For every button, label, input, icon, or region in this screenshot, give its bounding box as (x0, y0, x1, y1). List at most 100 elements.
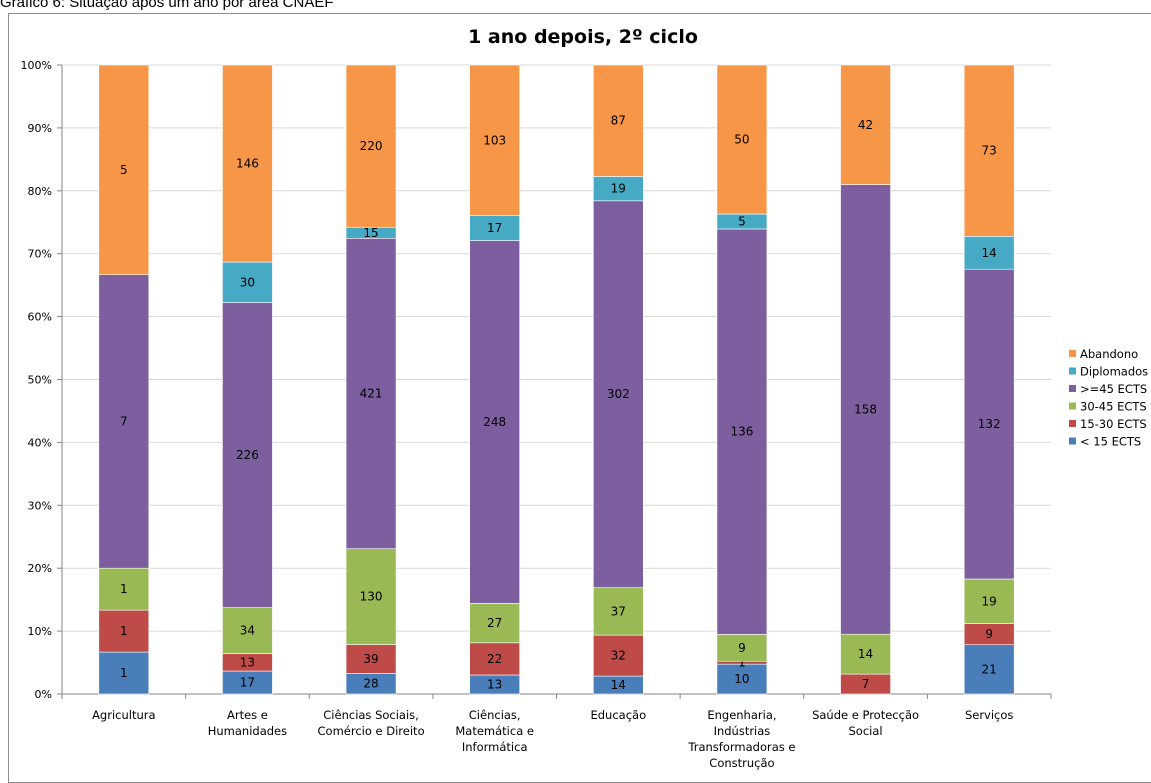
data-label: 39 (363, 652, 378, 666)
x-category-label: Ciências Sociais, Comércio e Direito (318, 708, 425, 738)
data-label: 19 (611, 182, 626, 196)
data-label: 19 (982, 594, 997, 608)
data-label: 7 (862, 677, 870, 691)
bar-segment (345, 548, 397, 645)
bar-segment (963, 236, 1015, 270)
data-label: 32 (611, 649, 626, 663)
data-label: 132 (978, 417, 1001, 431)
x-category-label: Engenharia, Indústrias Transformadoras e Co… (687, 708, 795, 770)
data-label: 1 (738, 656, 746, 670)
data-label: 7 (120, 414, 128, 428)
y-axis-tick-labels: 0% 10% 20% 30% 40% 50% 60% 70% 80% 90% 100% (21, 59, 52, 701)
legend-item: Diplomados (1069, 365, 1148, 379)
bar-segment (963, 268, 1015, 580)
legend: Abandono Diplomados >=45 ECTS 30-45 ECTS 15-… (1069, 347, 1148, 449)
y-tick-label: 50% (28, 374, 52, 387)
x-category-label: Ciências, Matemática e Informática (455, 708, 534, 754)
data-label: 14 (858, 647, 873, 661)
data-label: 73 (982, 144, 997, 158)
bar-segment (840, 184, 891, 635)
bar-segment (98, 609, 150, 653)
bar-segment (469, 64, 520, 216)
bar-segment (98, 274, 150, 569)
legend-label: 15-30 ECTS (1080, 417, 1147, 431)
data-label: 13 (487, 677, 502, 691)
figure-caption: Gráfico 6: Situação após um ano por área… (0, 0, 334, 11)
legend-label: Diplomados (1080, 365, 1148, 379)
legend-swatch (1069, 367, 1076, 375)
y-tick-label: 80% (28, 185, 52, 198)
data-label: 50 (734, 133, 749, 147)
data-label: 9 (738, 641, 746, 655)
bars: 1117517133422630146283913042115220132227… (98, 64, 1015, 695)
data-label: 146 (236, 157, 259, 171)
x-category-label: Agricultura (92, 708, 155, 722)
bar-segment (98, 567, 150, 611)
bar-segment (840, 633, 891, 675)
gridlines (57, 64, 1052, 699)
bar-segment (345, 237, 397, 550)
bar-segment (593, 200, 644, 588)
data-label: 17 (240, 676, 255, 690)
data-label: 14 (611, 678, 626, 692)
data-label: 421 (360, 387, 383, 401)
x-axis-category-labels: Agricultura Artes e Humanidades Ciências So… (92, 708, 1013, 770)
legend-item: Abandono (1069, 347, 1138, 361)
bar-segment (345, 64, 397, 228)
data-label: 13 (240, 655, 255, 669)
bar-segment (469, 603, 520, 644)
bar-segment (222, 261, 273, 303)
data-label: 42 (858, 118, 873, 132)
y-tick-label: 70% (28, 248, 52, 261)
bar-segment (222, 607, 273, 654)
bar-segment (593, 64, 644, 177)
bar-segment (222, 64, 273, 263)
data-label: 9 (985, 627, 993, 641)
legend-swatch (1069, 420, 1076, 427)
data-label: 27 (487, 616, 502, 630)
x-category-label: Serviços (965, 708, 1013, 722)
data-label: 87 (611, 114, 626, 128)
data-label: 28 (363, 677, 378, 691)
chart-title: 1 ano depois, 2º ciclo (468, 26, 698, 48)
bar-segment (963, 64, 1015, 237)
data-label: 248 (483, 415, 506, 429)
legend-label: >=45 ECTS (1080, 382, 1147, 396)
data-label: 103 (483, 133, 506, 147)
data-label: 10 (734, 672, 749, 686)
legend-item: 15-30 ECTS (1069, 417, 1147, 431)
y-tick-label: 0% (35, 688, 52, 701)
data-label: 5 (120, 163, 128, 177)
legend-swatch (1069, 350, 1076, 357)
y-tick-label: 20% (28, 562, 52, 575)
legend-item: < 15 ECTS (1069, 435, 1141, 449)
data-label: 220 (360, 139, 383, 153)
data-label: 14 (982, 246, 997, 260)
y-tick-label: 90% (28, 122, 52, 135)
bar-segment (716, 663, 768, 695)
y-tick-label: 30% (28, 499, 52, 512)
data-label: 15 (363, 226, 378, 240)
bar-segment (963, 578, 1015, 624)
legend-swatch (1069, 402, 1076, 410)
legend-swatch (1069, 385, 1076, 392)
data-label: 1 (120, 624, 128, 638)
bar-segment (593, 587, 644, 636)
legend-label: 30-45 ECTS (1080, 400, 1147, 414)
data-label: 17 (487, 221, 502, 235)
data-label: 1 (120, 666, 128, 680)
data-label: 5 (738, 215, 746, 229)
bar-segment (963, 644, 1015, 695)
y-tick-label: 40% (28, 436, 52, 449)
data-label: 130 (360, 590, 383, 604)
data-label: 30 (240, 275, 255, 289)
data-label: 34 (240, 624, 255, 638)
bar-segment (98, 651, 150, 695)
bar-segment (345, 644, 397, 674)
bar-segment (716, 228, 768, 635)
bar-segment (716, 64, 768, 215)
legend-item: 30-45 ECTS (1069, 400, 1147, 414)
x-category-label: Artes e Humanidades (208, 708, 287, 738)
legend-item: >=45 ECTS (1069, 382, 1147, 396)
